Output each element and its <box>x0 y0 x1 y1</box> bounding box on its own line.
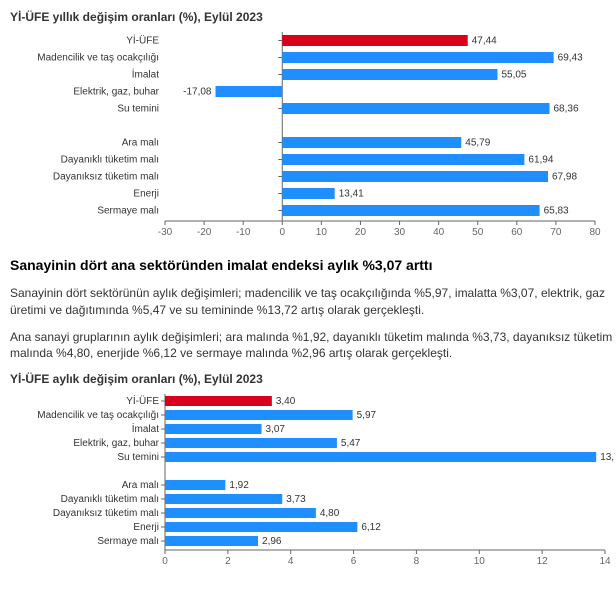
paragraph-2: Ana sanayi gruplarının aylık değişimleri… <box>10 329 616 363</box>
svg-text:4: 4 <box>288 556 294 566</box>
svg-text:-30: -30 <box>158 227 173 237</box>
bar-value: 55,05 <box>501 70 526 81</box>
monthly-change-chart: Yİ-ÜFE aylık değişim oranları (%), Eylül… <box>10 372 616 566</box>
svg-text:10: 10 <box>474 556 486 566</box>
category-label: İmalat <box>132 68 159 81</box>
category-label: Dayanıksız tüketim malı <box>53 508 159 519</box>
bar <box>165 424 261 434</box>
bar <box>282 137 461 148</box>
svg-text:12: 12 <box>537 556 549 566</box>
bar <box>165 438 337 448</box>
bar <box>282 171 548 182</box>
bar <box>165 410 353 420</box>
bar <box>282 205 539 216</box>
category-label: Dayanıksız tüketim malı <box>53 172 159 183</box>
chart2-svg: 0 2 4 6 8 10 12 14 Yİ-ÜFE 3,40 Madencilik ve taş o… <box>10 390 615 566</box>
bar-value: 3,40 <box>276 396 296 407</box>
bar <box>165 396 272 406</box>
svg-text:0: 0 <box>162 556 168 566</box>
bar <box>282 35 467 46</box>
svg-text:30: 30 <box>394 227 406 237</box>
bar <box>216 86 283 97</box>
bar-value: 45,79 <box>465 138 490 149</box>
svg-text:0: 0 <box>279 227 285 237</box>
chart2-title: Yİ-ÜFE aylık değişim oranları (%), Eylül… <box>10 372 616 386</box>
category-label: Dayanıklı tüketim malı <box>61 155 159 166</box>
category-label: Sermaye malı <box>97 206 159 217</box>
category-label: Ara malı <box>122 480 159 491</box>
bar-value: 1,92 <box>229 480 249 491</box>
bar-value: -17,08 <box>183 87 212 98</box>
svg-text:70: 70 <box>550 227 562 237</box>
svg-text:-20: -20 <box>197 227 212 237</box>
annual-change-chart: Yİ-ÜFE yıllık değişim oranları (%), Eylü… <box>10 10 616 237</box>
category-label: Yİ-ÜFE <box>126 394 159 407</box>
section-heading: Sanayinin dört ana sektöründen imalat en… <box>10 257 616 273</box>
svg-text:6: 6 <box>351 556 357 566</box>
bar <box>282 103 549 114</box>
svg-text:2: 2 <box>225 556 231 566</box>
category-label: Madencilik ve taş ocakçılığı <box>37 410 159 421</box>
category-label: İmalat <box>132 422 159 435</box>
category-label: Enerji <box>133 189 159 200</box>
bar-value: 67,98 <box>552 172 577 183</box>
category-label: Sermaye malı <box>97 536 159 547</box>
svg-text:10: 10 <box>316 227 328 237</box>
bar <box>165 494 282 504</box>
bar <box>165 536 258 546</box>
svg-text:60: 60 <box>511 227 523 237</box>
bar-value: 3,73 <box>286 494 306 505</box>
bar-value: 5,47 <box>341 438 361 449</box>
bar-value: 68,36 <box>553 104 578 115</box>
bar-value: 69,43 <box>558 53 583 64</box>
bar <box>165 452 596 462</box>
chart1-svg: -30 -20 -10 0 10 20 30 40 50 60 70 80 Yİ-ÜFE 47,44 Mad… <box>10 28 605 237</box>
bar-value: 3,07 <box>265 424 285 435</box>
bar-value: 4,80 <box>320 508 340 519</box>
svg-text:-10: -10 <box>236 227 251 237</box>
svg-text:14: 14 <box>599 556 611 566</box>
category-label: Yİ-ÜFE <box>126 34 159 47</box>
bar-value: 61,94 <box>528 155 553 166</box>
category-label: Madencilik ve taş ocakçılığı <box>37 53 159 64</box>
category-label: Ara malı <box>122 138 159 149</box>
bar <box>165 522 357 532</box>
category-label: Elektrik, gaz, buhar <box>73 87 159 98</box>
paragraph-1: Sanayinin dört sektörünün aylık değişiml… <box>10 285 616 319</box>
bar-value: 6,12 <box>361 522 381 533</box>
category-label: Elektrik, gaz, buhar <box>73 438 159 449</box>
bar-value: 47,44 <box>472 36 497 47</box>
bar <box>165 480 225 490</box>
svg-text:50: 50 <box>472 227 484 237</box>
bar-value: 65,83 <box>544 206 569 217</box>
bar <box>282 69 497 80</box>
bar <box>282 154 524 165</box>
bar-value: 2,96 <box>262 536 282 547</box>
bar <box>165 508 316 518</box>
svg-text:40: 40 <box>433 227 445 237</box>
svg-text:8: 8 <box>414 556 420 566</box>
bar-value: 13,41 <box>339 189 364 200</box>
bar-value: 5,97 <box>357 410 377 421</box>
category-label: Dayanıklı tüketim malı <box>61 494 159 505</box>
category-label: Enerji <box>133 522 159 533</box>
chart1-title: Yİ-ÜFE yıllık değişim oranları (%), Eylü… <box>10 10 616 24</box>
category-label: Su temini <box>117 452 159 463</box>
bar <box>282 52 553 63</box>
bar-value: 13,72 <box>600 452 615 463</box>
svg-text:80: 80 <box>589 227 601 237</box>
bar <box>282 188 334 199</box>
category-label: Su temini <box>117 104 159 115</box>
svg-text:20: 20 <box>355 227 367 237</box>
